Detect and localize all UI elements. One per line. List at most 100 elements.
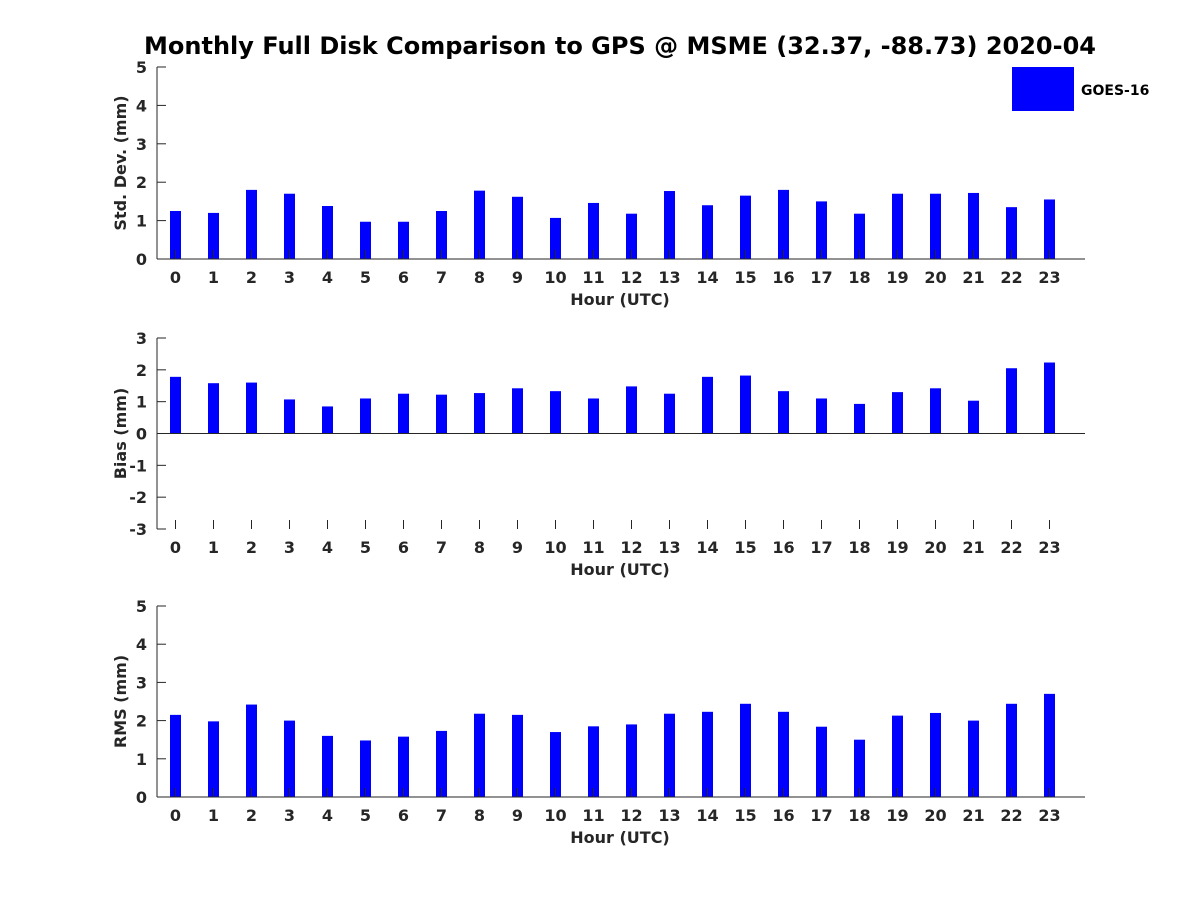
x-tick-label-std-dev: 12 — [620, 268, 642, 287]
x-tick-label-std-dev: 18 — [848, 268, 870, 287]
bar-bias-hour-6 — [398, 393, 409, 434]
x-tick-label-rms: 11 — [582, 806, 604, 825]
x-tick-label-rms: 19 — [886, 806, 908, 825]
bar-bias-hour-23 — [1044, 362, 1055, 434]
bar-bias-hour-10 — [550, 391, 561, 434]
x-tick-label-std-dev: 3 — [284, 268, 295, 287]
bar-rms-hour-4 — [322, 735, 333, 797]
y-tick-label-bias: -3 — [129, 520, 147, 539]
y-axis-label-rms: RMS (mm) — [111, 655, 130, 748]
bar-std-dev-hour-21 — [968, 192, 979, 259]
x-tick-label-rms: 8 — [474, 806, 485, 825]
x-tick-label-std-dev: 20 — [924, 268, 946, 287]
x-tick-label-std-dev: 0 — [170, 268, 181, 287]
x-tick-label-bias: 15 — [734, 538, 756, 557]
bar-std-dev-hour-11 — [588, 202, 599, 259]
bar-rms-hour-13 — [664, 713, 675, 797]
x-tick-label-rms: 14 — [696, 806, 718, 825]
y-tick-label-bias: 2 — [136, 361, 147, 380]
x-tick-label-std-dev: 22 — [1000, 268, 1022, 287]
y-tick-label-bias: 0 — [136, 425, 147, 444]
x-tick-label-bias: 17 — [810, 538, 832, 557]
x-tick-label-rms: 9 — [512, 806, 523, 825]
bar-std-dev-hour-7 — [436, 211, 447, 259]
x-tick-label-rms: 0 — [170, 806, 181, 825]
x-tick-label-bias: 11 — [582, 538, 604, 557]
x-tick-label-bias: 4 — [322, 538, 333, 557]
y-tick-label-rms: 0 — [136, 788, 147, 807]
y-tick-label-std-dev: 3 — [136, 135, 147, 154]
x-tick-label-bias: 10 — [544, 538, 566, 557]
x-tick-label-bias: 12 — [620, 538, 642, 557]
bar-std-dev-hour-0 — [170, 211, 181, 259]
bar-rms-hour-8 — [474, 713, 485, 797]
x-tick-label-rms: 22 — [1000, 806, 1022, 825]
bar-std-dev-hour-6 — [398, 221, 409, 259]
x-tick-label-rms: 5 — [360, 806, 371, 825]
x-tick-label-bias: 8 — [474, 538, 485, 557]
y-tick-label-bias: -1 — [129, 456, 147, 475]
bar-std-dev-hour-5 — [360, 221, 371, 259]
x-tick-label-std-dev: 8 — [474, 268, 485, 287]
bar-std-dev-hour-23 — [1044, 199, 1055, 259]
x-axis-label-bias: Hour (UTC) — [570, 560, 670, 579]
bar-bias-hour-2 — [246, 382, 257, 434]
bar-rms-hour-15 — [740, 703, 751, 797]
bar-rms-hour-7 — [436, 730, 447, 797]
x-tick-label-bias: 22 — [1000, 538, 1022, 557]
bar-bias-hour-16 — [778, 391, 789, 434]
bar-std-dev-hour-19 — [892, 193, 903, 259]
x-tick-label-std-dev: 11 — [582, 268, 604, 287]
bar-std-dev-hour-16 — [778, 189, 789, 259]
x-tick-label-std-dev: 6 — [398, 268, 409, 287]
y-tick-label-std-dev: 4 — [136, 96, 147, 115]
x-axis-label-rms: Hour (UTC) — [570, 828, 670, 847]
bar-rms-hour-3 — [284, 720, 295, 797]
bar-std-dev-hour-2 — [246, 189, 257, 259]
bar-std-dev-hour-13 — [664, 191, 675, 259]
bar-bias-hour-12 — [626, 386, 637, 434]
y-tick-label-rms: 4 — [136, 635, 147, 654]
x-tick-label-rms: 16 — [772, 806, 794, 825]
y-tick-label-rms: 3 — [136, 673, 147, 692]
bar-rms-hour-11 — [588, 726, 599, 797]
x-tick-label-rms: 7 — [436, 806, 447, 825]
x-tick-label-std-dev: 5 — [360, 268, 371, 287]
x-tick-label-rms: 6 — [398, 806, 409, 825]
bar-rms-hour-18 — [854, 739, 865, 797]
x-tick-label-std-dev: 10 — [544, 268, 566, 287]
x-tick-label-std-dev: 13 — [658, 268, 680, 287]
bar-rms-hour-20 — [930, 712, 941, 797]
x-tick-label-rms: 4 — [322, 806, 333, 825]
figure-title: Monthly Full Disk Comparison to GPS @ MS… — [144, 32, 1096, 60]
bar-bias-hour-22 — [1006, 368, 1017, 434]
bar-rms-hour-17 — [816, 726, 827, 797]
x-tick-label-rms: 10 — [544, 806, 566, 825]
bar-rms-hour-10 — [550, 732, 561, 797]
bar-rms-hour-14 — [702, 711, 713, 797]
bar-std-dev-hour-8 — [474, 190, 485, 259]
bar-std-dev-hour-22 — [1006, 207, 1017, 259]
legend: GOES-16 — [1012, 67, 1149, 111]
bar-bias-hour-7 — [436, 394, 447, 434]
bar-rms-hour-16 — [778, 711, 789, 797]
x-tick-label-std-dev: 2 — [246, 268, 257, 287]
bar-bias-hour-4 — [322, 406, 333, 434]
legend-swatch-goes-16 — [1012, 67, 1074, 111]
x-tick-label-bias: 2 — [246, 538, 257, 557]
y-tick-label-rms: 1 — [136, 750, 147, 769]
bar-bias-hour-21 — [968, 400, 979, 434]
bar-std-dev-hour-1 — [208, 212, 219, 259]
y-tick-label-std-dev: 0 — [136, 250, 147, 269]
x-tick-label-std-dev: 4 — [322, 268, 333, 287]
bar-bias-hour-0 — [170, 376, 181, 434]
bar-std-dev-hour-14 — [702, 205, 713, 259]
bar-std-dev-hour-12 — [626, 213, 637, 259]
x-tick-label-bias: 18 — [848, 538, 870, 557]
x-tick-label-bias: 1 — [208, 538, 219, 557]
legend-label-goes-16: GOES-16 — [1081, 83, 1149, 99]
